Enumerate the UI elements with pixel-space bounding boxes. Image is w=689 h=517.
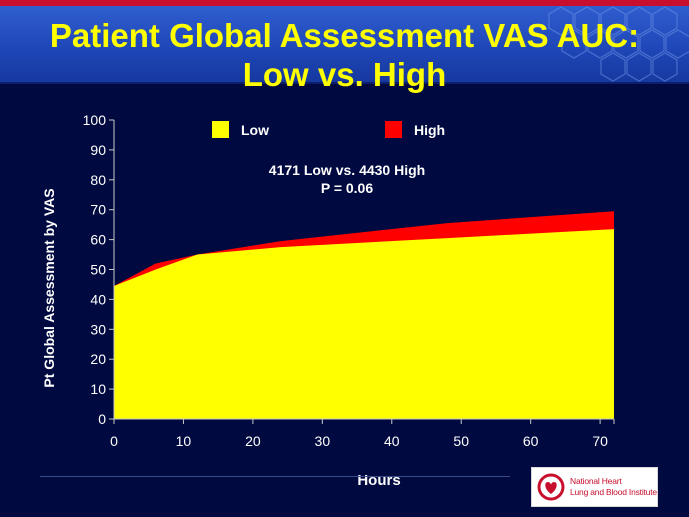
x-tick-label: 70 xyxy=(592,433,608,449)
top-accent-stripe xyxy=(0,0,689,6)
x-tick-label: 60 xyxy=(523,433,539,449)
y-tick-label: 30 xyxy=(90,321,106,337)
area-series-low xyxy=(114,229,614,419)
x-tick-label: 10 xyxy=(176,433,192,449)
y-tick-label: 80 xyxy=(90,172,106,188)
annotation-line-2: P = 0.06 xyxy=(321,180,374,196)
y-tick-label: 10 xyxy=(90,381,106,397)
y-tick-label: 90 xyxy=(90,142,106,158)
chart-areas xyxy=(114,211,614,419)
annotation-line-1: 4171 Low vs. 4430 High xyxy=(269,162,425,178)
slide-title-line-2: Low vs. High xyxy=(242,56,447,93)
x-tick-label: 0 xyxy=(110,433,118,449)
y-axis-label: Pt Global Assessment by VAS xyxy=(41,188,57,387)
y-tick-label: 40 xyxy=(90,291,106,307)
hexagon-pattern-decoration xyxy=(548,6,689,82)
legend-swatch-high xyxy=(385,121,402,138)
legend-swatch-low xyxy=(212,121,229,138)
title-band-rule xyxy=(0,82,689,84)
nhlbi-logo: National Heart Lung and Blood Institute xyxy=(531,467,658,507)
y-tick-label: 60 xyxy=(90,232,106,248)
chart-legend: Low High xyxy=(212,121,445,138)
footer-rule xyxy=(40,476,510,477)
x-axis-label: Hours xyxy=(357,472,400,489)
legend-label-high: High xyxy=(414,122,445,138)
slide-title: Patient Global Assessment VAS AUC: Low v… xyxy=(0,16,689,94)
chart-axes: 0 10 20 30 40 50 60 70 80 90 100 0 10 20 30 40 50 60 70 xyxy=(83,112,615,449)
slide-title-line-1: Patient Global Assessment VAS AUC: xyxy=(49,17,640,54)
y-tick-label: 100 xyxy=(83,112,107,128)
y-tick-label: 20 xyxy=(90,351,106,367)
x-tick-label: 20 xyxy=(245,433,261,449)
legend-label-low: Low xyxy=(241,122,269,138)
title-band xyxy=(0,6,689,82)
logo-text: National Heart Lung and Blood Institute xyxy=(570,476,658,498)
x-tick-label: 50 xyxy=(453,433,469,449)
logo-text-line-1: National Heart xyxy=(570,476,622,486)
heart-lung-logo-icon xyxy=(537,473,565,501)
logo-text-line-2: Lung and Blood Institute xyxy=(570,487,657,497)
y-tick-label: 50 xyxy=(90,262,106,278)
x-tick-label: 30 xyxy=(315,433,331,449)
y-tick-label: 0 xyxy=(98,411,106,427)
x-tick-label: 40 xyxy=(384,433,400,449)
y-tick-label: 70 xyxy=(90,202,106,218)
